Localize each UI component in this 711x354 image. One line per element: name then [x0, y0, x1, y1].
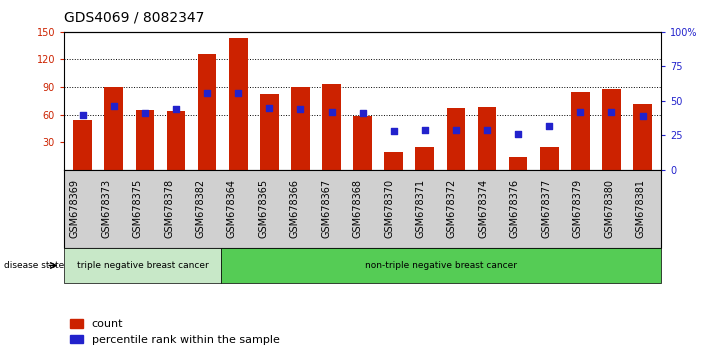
Point: [77, 112, 88, 118]
Point: [543, 123, 555, 129]
Text: GSM678368: GSM678368: [353, 179, 363, 238]
Bar: [166, 111, 186, 170]
Text: GSM678366: GSM678366: [290, 179, 300, 238]
Bar: [509, 157, 528, 170]
Bar: [260, 95, 279, 170]
Bar: [602, 89, 621, 170]
Text: GSM678370: GSM678370: [384, 179, 394, 239]
Bar: [353, 116, 372, 170]
Point: [419, 127, 431, 133]
Bar: [415, 147, 434, 170]
Point: [574, 109, 586, 115]
Text: GSM678371: GSM678371: [415, 179, 425, 239]
Bar: [105, 87, 123, 170]
Text: disease state: disease state: [4, 261, 64, 270]
Text: GSM678380: GSM678380: [604, 179, 614, 238]
Bar: [447, 108, 465, 170]
Point: [264, 105, 275, 110]
Point: [170, 106, 181, 112]
Point: [232, 90, 244, 96]
Bar: [571, 92, 589, 170]
Bar: [229, 38, 247, 170]
Point: [637, 113, 648, 119]
Text: GSM678378: GSM678378: [164, 179, 174, 239]
Bar: [198, 54, 216, 170]
Point: [481, 127, 493, 133]
Point: [357, 110, 368, 116]
Bar: [136, 110, 154, 170]
Text: triple negative breast cancer: triple negative breast cancer: [77, 261, 208, 270]
Text: GSM678375: GSM678375: [132, 179, 143, 239]
Text: GSM678367: GSM678367: [321, 179, 331, 239]
Bar: [291, 87, 310, 170]
Text: non-triple negative breast cancer: non-triple negative breast cancer: [365, 261, 517, 270]
Text: GSM678369: GSM678369: [70, 179, 80, 238]
Point: [388, 129, 400, 134]
Text: GSM678377: GSM678377: [541, 179, 551, 239]
Text: GSM678365: GSM678365: [258, 179, 268, 239]
Bar: [478, 107, 496, 170]
Bar: [634, 104, 652, 170]
Point: [139, 110, 151, 116]
Bar: [322, 84, 341, 170]
Point: [606, 109, 617, 115]
Text: GDS4069 / 8082347: GDS4069 / 8082347: [64, 11, 204, 25]
Text: GSM678382: GSM678382: [196, 179, 205, 239]
Text: GSM678381: GSM678381: [636, 179, 646, 238]
Bar: [540, 147, 559, 170]
Point: [108, 104, 119, 109]
Text: GSM678364: GSM678364: [227, 179, 237, 238]
Text: GSM678376: GSM678376: [510, 179, 520, 239]
Point: [294, 106, 306, 112]
Text: GSM678379: GSM678379: [572, 179, 582, 239]
Bar: [73, 120, 92, 170]
Bar: [385, 152, 403, 170]
Text: GSM678374: GSM678374: [479, 179, 488, 239]
Text: GSM678373: GSM678373: [101, 179, 111, 239]
Point: [450, 127, 461, 133]
Point: [326, 109, 337, 115]
Point: [513, 131, 524, 137]
Text: GSM678372: GSM678372: [447, 179, 457, 239]
Legend: count, percentile rank within the sample: count, percentile rank within the sample: [70, 319, 279, 345]
Point: [201, 90, 213, 96]
